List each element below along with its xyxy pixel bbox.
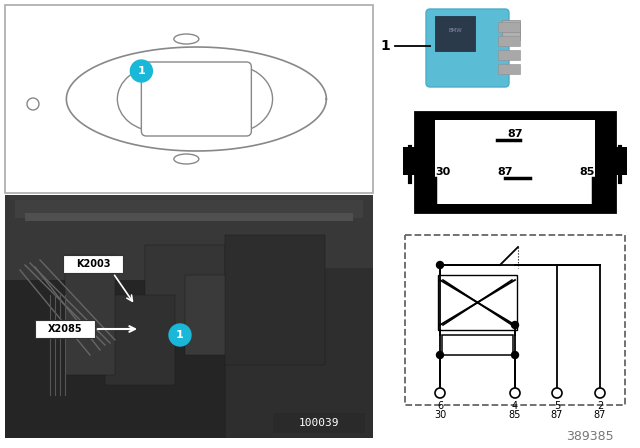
Ellipse shape <box>117 66 197 132</box>
Circle shape <box>27 98 39 110</box>
Bar <box>5 195 373 280</box>
Bar <box>226 268 373 438</box>
Bar <box>438 275 517 330</box>
Circle shape <box>595 388 605 398</box>
Bar <box>105 295 175 385</box>
Bar <box>5 280 226 438</box>
Polygon shape <box>67 47 326 151</box>
Bar <box>403 147 417 175</box>
Text: 1: 1 <box>380 39 390 53</box>
Bar <box>273 413 365 433</box>
Bar <box>145 245 225 345</box>
Bar <box>435 120 595 204</box>
Text: 30: 30 <box>434 410 446 420</box>
Text: 100039: 100039 <box>299 418 339 428</box>
Circle shape <box>436 352 444 358</box>
Bar <box>498 36 520 46</box>
Text: 85: 85 <box>579 167 595 177</box>
Bar <box>225 235 325 365</box>
Circle shape <box>511 322 518 328</box>
Circle shape <box>169 324 191 346</box>
Bar <box>498 22 520 32</box>
Text: 389385: 389385 <box>566 431 614 444</box>
Bar <box>435 16 475 51</box>
Text: 1: 1 <box>138 66 145 76</box>
Text: 30: 30 <box>435 167 451 177</box>
Bar <box>498 64 520 74</box>
Text: K2003: K2003 <box>76 259 110 269</box>
Bar <box>502 28 520 40</box>
Text: X2085: X2085 <box>48 324 83 334</box>
Text: 87: 87 <box>508 129 523 139</box>
Bar <box>15 200 363 218</box>
Bar <box>5 5 373 193</box>
Text: BMW: BMW <box>448 27 462 33</box>
Bar <box>35 320 95 338</box>
Text: 2: 2 <box>597 401 603 411</box>
Bar <box>5 195 373 438</box>
Ellipse shape <box>174 154 199 164</box>
Text: 85: 85 <box>509 410 521 420</box>
Bar <box>502 23 520 35</box>
Circle shape <box>435 388 445 398</box>
Text: 4: 4 <box>512 401 518 411</box>
Bar <box>25 213 353 221</box>
Circle shape <box>436 262 444 268</box>
Circle shape <box>510 388 520 398</box>
Bar <box>405 235 625 405</box>
Bar <box>442 335 513 355</box>
Text: 87: 87 <box>594 410 606 420</box>
Circle shape <box>511 352 518 358</box>
Bar <box>613 147 627 175</box>
Bar <box>498 50 520 60</box>
FancyBboxPatch shape <box>141 62 252 136</box>
Text: 87: 87 <box>551 410 563 420</box>
Bar <box>502 20 520 32</box>
FancyBboxPatch shape <box>426 9 509 87</box>
Bar <box>63 255 123 273</box>
Bar <box>415 112 615 212</box>
Text: 87: 87 <box>497 167 513 177</box>
Circle shape <box>131 60 152 82</box>
Text: 5: 5 <box>554 401 560 411</box>
Bar <box>185 275 245 355</box>
Ellipse shape <box>174 34 199 44</box>
Text: 6: 6 <box>437 401 443 411</box>
Text: 1: 1 <box>176 330 184 340</box>
Bar <box>65 255 115 375</box>
Circle shape <box>552 388 562 398</box>
Ellipse shape <box>182 64 273 134</box>
